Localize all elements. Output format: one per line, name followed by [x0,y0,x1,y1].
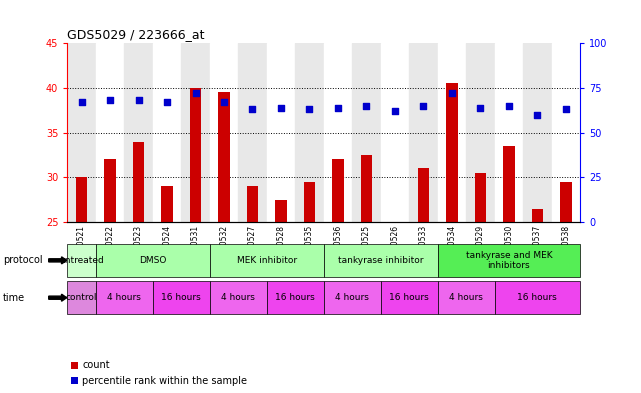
Point [532,112,542,118]
Bar [133,141,144,222]
Bar [324,244,438,277]
Point [419,103,429,109]
Text: 16 hours: 16 hours [162,293,201,302]
Point [190,90,201,96]
Bar [552,43,580,222]
Bar [67,244,96,277]
Bar [446,83,458,222]
Point [447,90,457,96]
Text: time: time [3,293,26,303]
Bar [409,43,438,222]
Bar [76,177,87,222]
Point [390,108,400,114]
Point [133,97,144,104]
Bar [67,281,96,314]
Point [162,99,172,105]
Bar [238,43,267,222]
Bar [438,281,495,314]
Point [333,105,343,111]
Point [76,99,87,105]
Bar [466,43,495,222]
Bar [503,146,515,222]
Point [276,105,286,111]
Bar [523,43,552,222]
Bar [190,88,201,222]
Bar [352,43,381,222]
Bar [219,92,229,222]
Point [362,103,372,109]
Point [561,106,571,112]
Point [304,106,315,112]
Bar [361,155,372,222]
Bar [153,43,181,222]
Bar [495,43,523,222]
Bar [560,182,572,222]
Bar [381,43,409,222]
Bar [267,281,324,314]
Text: GDS5029 / 223666_at: GDS5029 / 223666_at [67,28,205,40]
Bar [304,182,315,222]
Bar [267,43,296,222]
Bar [418,168,429,222]
Text: 16 hours: 16 hours [517,293,557,302]
Bar [495,281,580,314]
Bar [96,281,153,314]
Bar [96,244,210,277]
Bar [531,209,543,222]
Text: tankyrase and MEK
inhibitors: tankyrase and MEK inhibitors [465,251,552,270]
Point [475,105,485,111]
Bar [181,43,210,222]
Bar [332,160,344,222]
Text: control: control [66,293,97,302]
Bar [210,244,324,277]
Text: 4 hours: 4 hours [335,293,369,302]
Bar [324,43,352,222]
Point [247,106,258,112]
Bar [67,43,96,222]
Bar [104,160,116,222]
Bar [275,200,287,222]
Bar [210,281,267,314]
Bar [324,281,381,314]
Text: 4 hours: 4 hours [449,293,483,302]
Bar [247,186,258,222]
Bar [162,186,172,222]
Bar [438,244,580,277]
Text: 16 hours: 16 hours [276,293,315,302]
Text: 4 hours: 4 hours [221,293,255,302]
Text: 4 hours: 4 hours [107,293,141,302]
Bar [96,43,124,222]
Text: protocol: protocol [3,255,43,265]
Point [219,99,229,105]
Bar [153,281,210,314]
Text: percentile rank within the sample: percentile rank within the sample [82,376,247,386]
Text: tankyrase inhibitor: tankyrase inhibitor [338,256,424,265]
Text: 16 hours: 16 hours [389,293,429,302]
Point [105,97,115,104]
Bar [124,43,153,222]
Bar [475,173,486,222]
Text: untreated: untreated [59,256,104,265]
Text: MEK inhibitor: MEK inhibitor [237,256,297,265]
Text: count: count [82,360,110,371]
Bar [381,281,438,314]
Bar [210,43,238,222]
Bar [296,43,324,222]
Bar [438,43,466,222]
Point [504,103,514,109]
Text: DMSO: DMSO [139,256,167,265]
